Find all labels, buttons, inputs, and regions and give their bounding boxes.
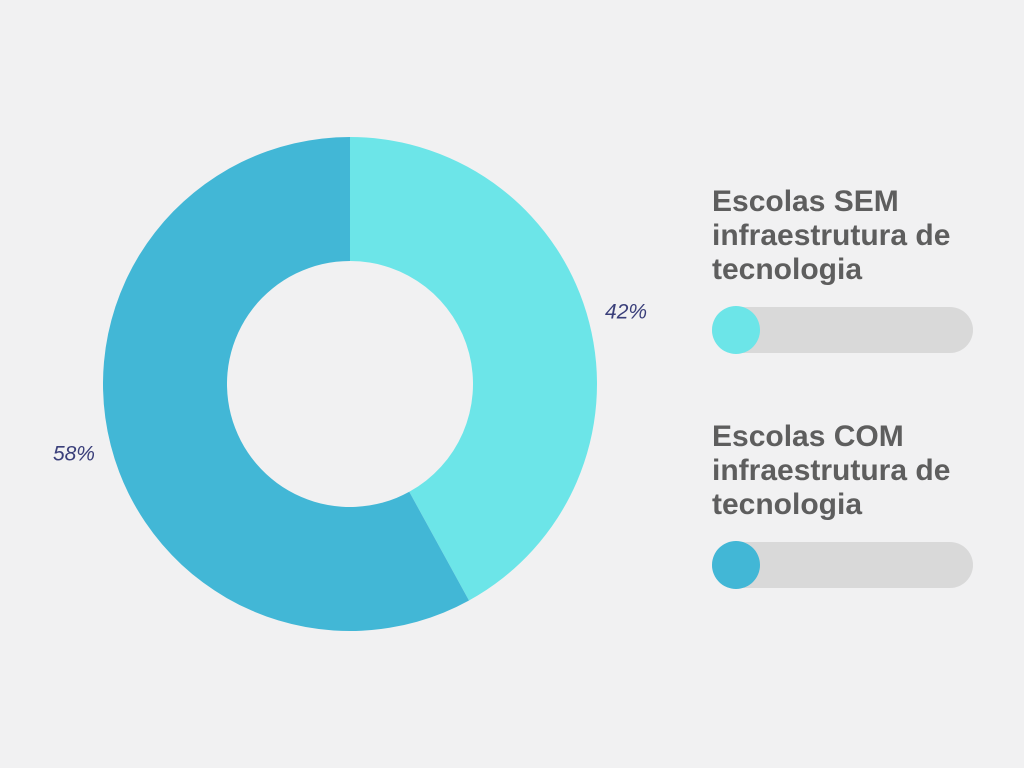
donut-slice — [350, 137, 598, 601]
value-label: 58% — [53, 442, 95, 465]
legend-swatch — [712, 541, 760, 589]
donut-slice — [103, 137, 469, 631]
legend-swatch — [712, 306, 760, 354]
legend-label: Escolas SEM infraestrutura de tecnologia — [712, 185, 951, 286]
value-label: 42% — [605, 301, 647, 324]
legend-track — [712, 307, 973, 353]
legend-track — [712, 542, 973, 588]
legend-label: Escolas COM infraestrutura de tecnologia — [712, 420, 951, 521]
